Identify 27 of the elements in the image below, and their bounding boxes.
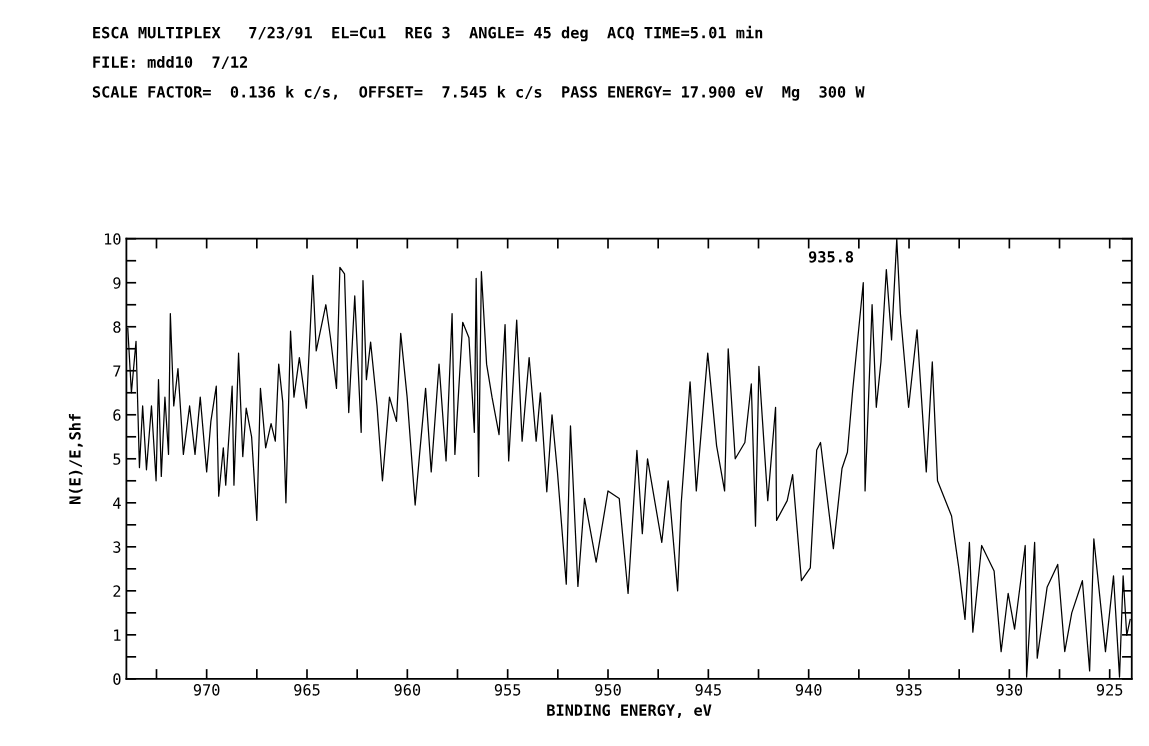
annotation: 935.8 [808,251,854,263]
x-tick-label: 955 [494,684,521,696]
y-axis-title: N(E)/E,Shf [68,413,83,504]
x-tick-label: 925 [1096,684,1123,696]
y-tick-label: 8 [113,321,121,333]
y-tick-label: 9 [113,277,121,289]
x-tick-label: 935 [896,684,922,696]
x-tick-label: 970 [193,684,220,696]
text: SCALE FACTOR= 0.136 k c/s, OFFSET= 7.545 k c/s PASS ENERGY= 17.900 eV Mg 300 W [92,85,865,101]
y-tick-label: 5 [113,453,121,465]
x-tick-label: 940 [795,684,822,696]
y-tick-label: 0 [113,673,121,685]
x-tick-label: 960 [394,684,421,696]
y-tick-label: 6 [113,409,121,421]
chart-subtitle: FILE: mdd10 7/12 [93,56,248,70]
y-tick-label: 7 [113,365,121,377]
y-tick-label: 10 [104,233,121,245]
x-tick-label: 945 [695,684,721,696]
y-tick-label: 3 [113,541,121,553]
x-tick-label: 950 [595,684,621,696]
x-axis-title: BINDING ENERGY, eV [547,704,712,718]
y-tick-label: 1 [114,629,121,641]
y-tick-label: 4 [113,497,121,509]
chart-title: ESCA MULTIPLEX 7/23/91 EL=Cu1 REG 3 ANGLE= 45 deg ACQ TIME=5.01 min [93,25,763,42]
x-tick-label: 930 [996,684,1023,696]
x-tick-label: 965 [294,684,320,696]
y-tick-label: 2 [113,585,121,597]
